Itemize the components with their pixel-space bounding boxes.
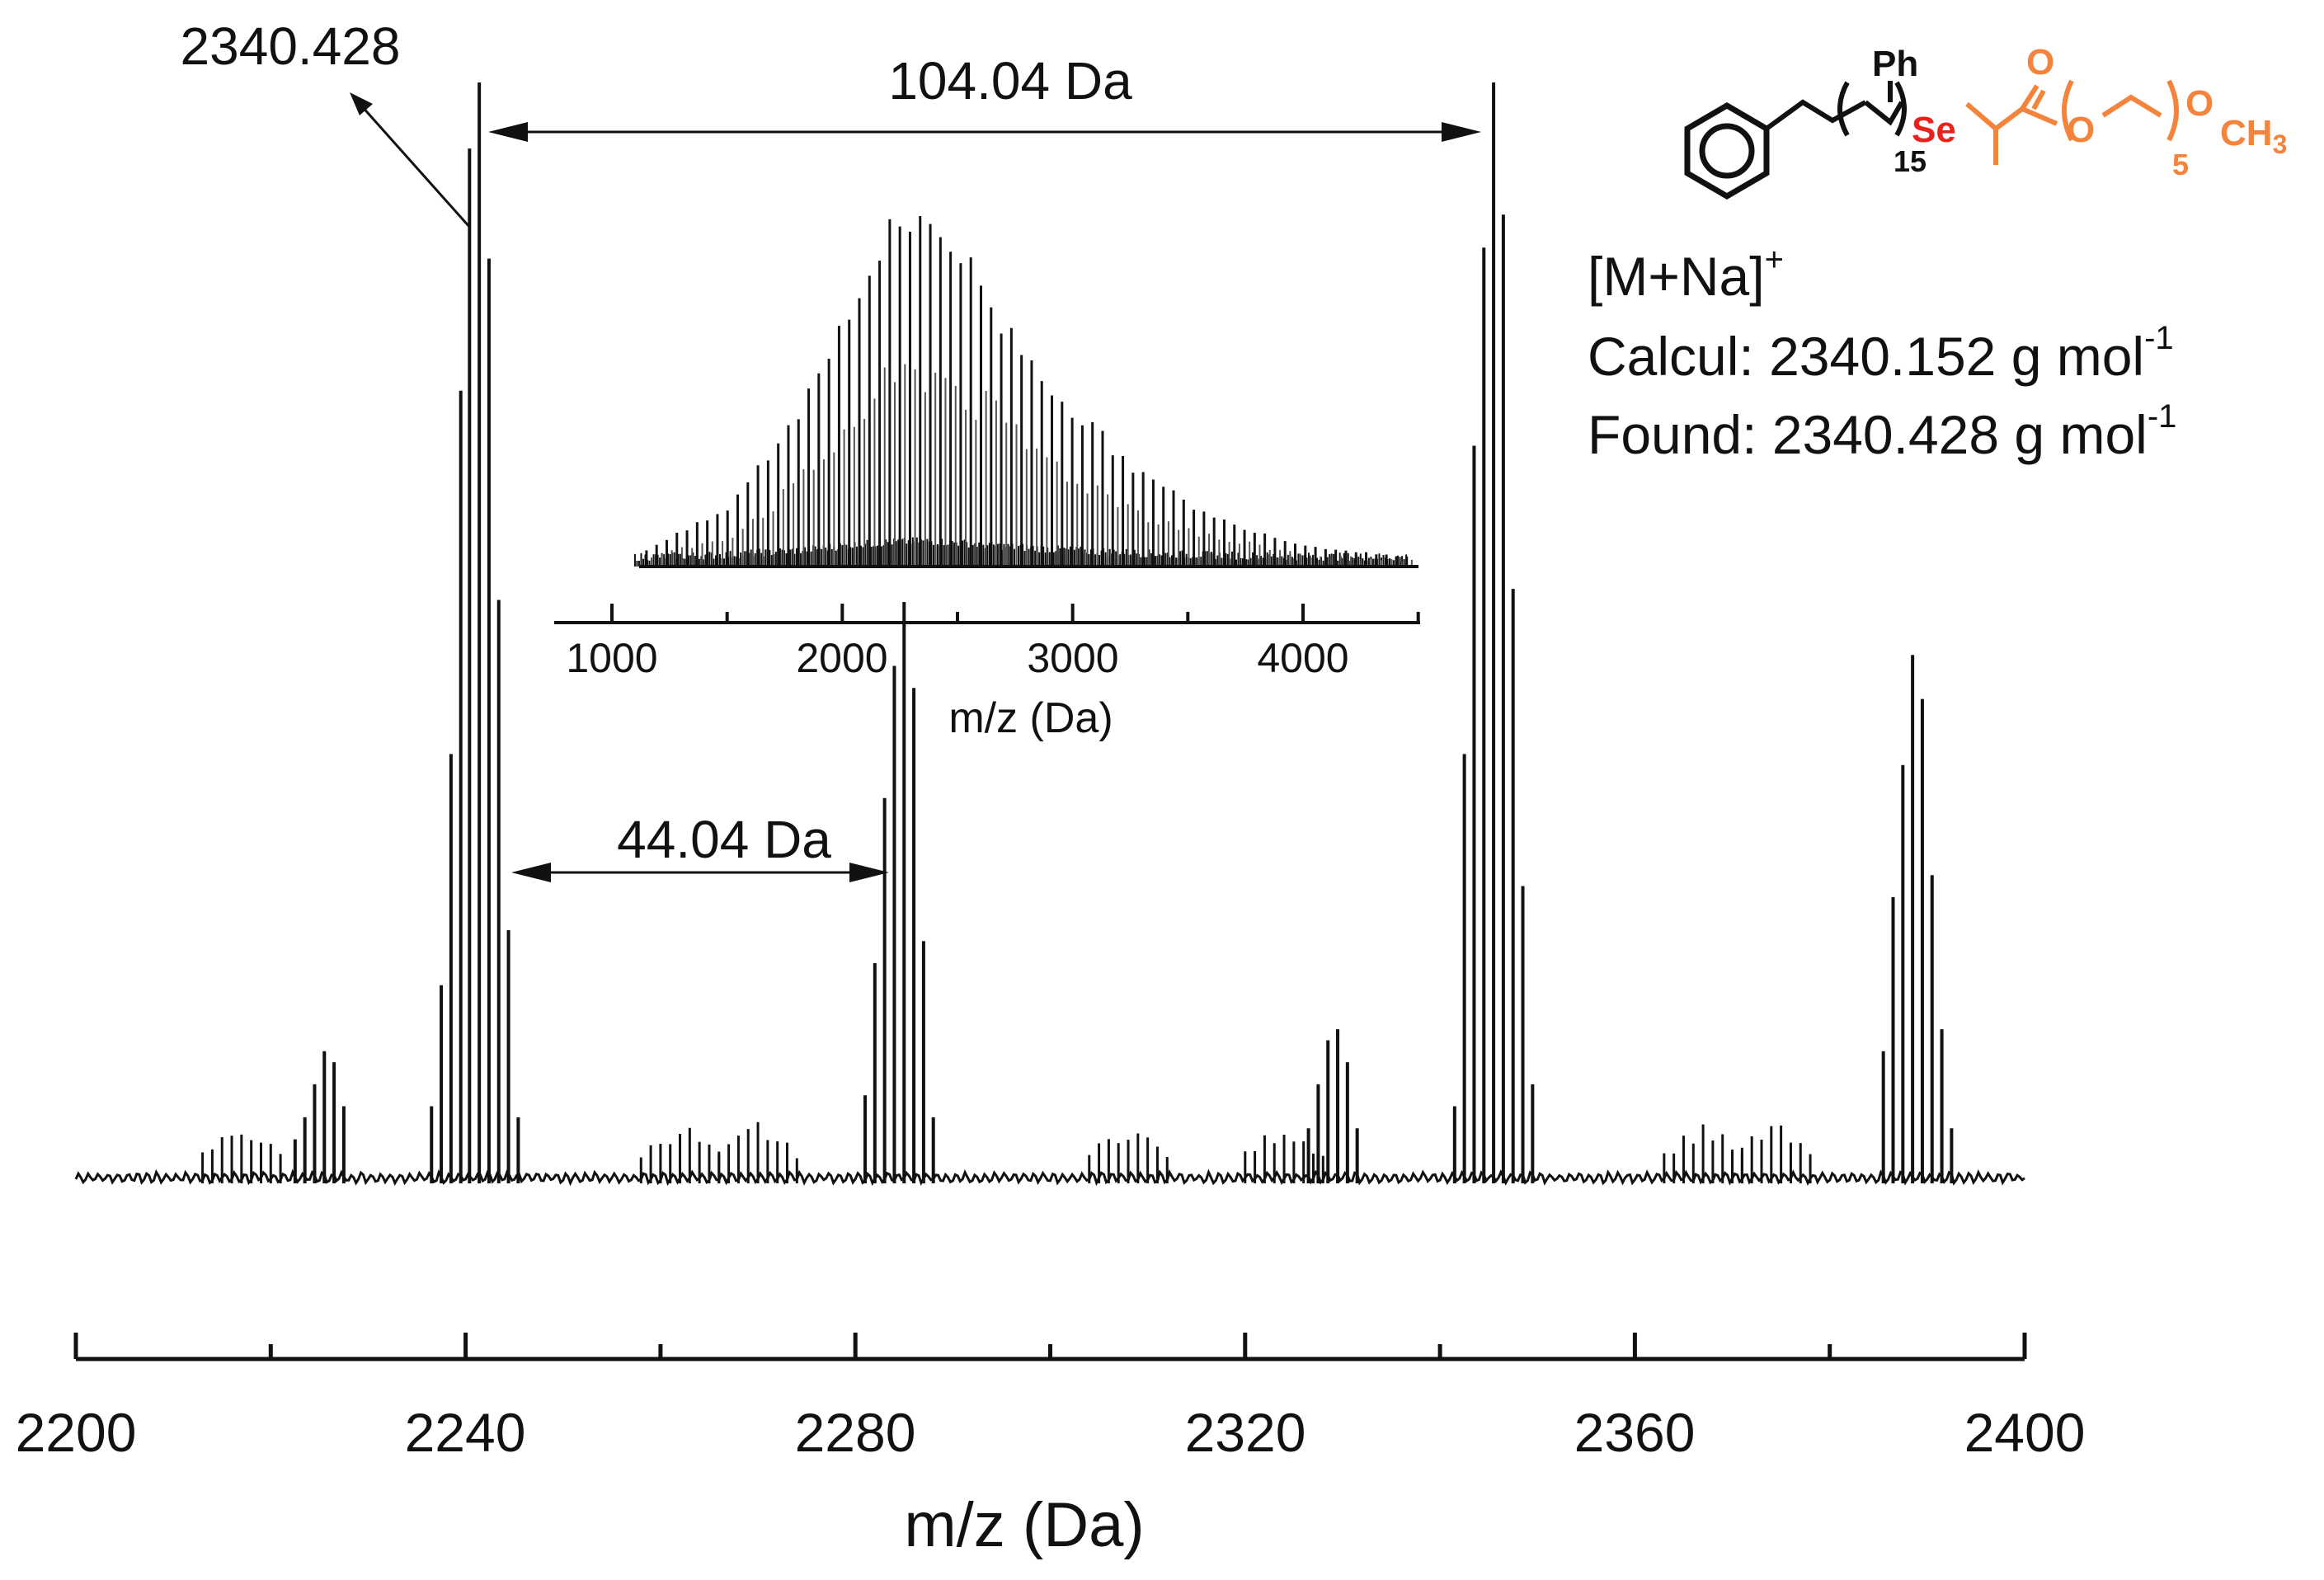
main-tick-label-2400: 2400	[1964, 1402, 2086, 1463]
annotations: 2340.428 104.04 Da 44.04 Da	[181, 16, 1481, 882]
repeat-unit-bonds	[1864, 100, 1904, 126]
inset-spectrum: 1000 2000 3000 4000 m/z (Da)	[544, 173, 1435, 742]
peg-repeat-count: 5	[2172, 148, 2189, 181]
chain-repeat-count: 15	[1894, 144, 1926, 178]
carbonyl-oxygen: O	[2026, 42, 2054, 82]
methyl-group: CH3	[2220, 113, 2287, 159]
terminal-oxygen: O	[2185, 83, 2213, 124]
inset-tick-label-4000: 4000	[1257, 635, 1348, 681]
repeat-bracket-open	[1837, 81, 1850, 137]
main-x-axis: 2200 2240 2280 2320 2360 2400 m/z (Da)	[16, 1333, 2086, 1560]
peak-pointer-arrowhead	[350, 92, 373, 115]
main-tick-label-2240: 2240	[405, 1402, 526, 1463]
inset-tick-label-2000: 2000	[796, 635, 887, 681]
peak-pointer-line	[360, 105, 472, 228]
chemical-structure: Ph 15 Se O O 5 O CH3	[1684, 42, 2287, 200]
ether-oxygen: O	[2067, 110, 2095, 150]
span-44-arrowhead-left	[511, 863, 551, 882]
main-x-axis-title: m/z (Da)	[904, 1490, 1144, 1560]
inset-x-ticks	[610, 604, 1420, 623]
mass-info: [M+Na]+ Calcul: 2340.152 g mol-1 Found: …	[1588, 242, 2176, 465]
main-tick-label-2360: 2360	[1574, 1402, 1696, 1463]
calculated-mass: Calcul: 2340.152 g mol-1	[1588, 320, 2174, 387]
span-44-arrowhead-right	[849, 863, 889, 882]
main-tick-label-2200: 2200	[16, 1402, 137, 1463]
alkyl-chain	[1765, 99, 1867, 131]
span-104-label: 104.04 Da	[888, 51, 1132, 111]
phenyl-ring	[1684, 101, 1770, 200]
found-mass: Found: 2340.428 g mol-1	[1588, 398, 2176, 465]
span-104-arrowhead-left	[488, 122, 528, 142]
inset-x-axis-title: m/z (Da)	[948, 694, 1113, 742]
ion-label: [M+Na]+	[1588, 242, 1784, 307]
inset-background	[544, 173, 1435, 602]
inset-tick-label-3000: 3000	[1027, 635, 1118, 681]
peak-value-label: 2340.428	[181, 16, 401, 76]
main-peaks	[201, 82, 1954, 1183]
span-44-label: 44.04 Da	[617, 810, 831, 869]
ph-label: Ph	[1872, 44, 1918, 84]
main-spectrum	[74, 82, 2025, 1187]
ester-bond	[2021, 106, 2058, 126]
main-tick-label-2320: 2320	[1185, 1402, 1306, 1463]
main-x-ticks	[73, 1333, 2027, 1359]
main-tick-label-2280: 2280	[795, 1402, 916, 1463]
repeat-bracket-close	[1894, 81, 1907, 137]
span-104-arrowhead-right	[1442, 122, 1481, 142]
main-baseline-noise	[74, 1169, 2025, 1187]
peg-ester	[1965, 79, 2179, 165]
inset-tick-label-1000: 1000	[566, 635, 657, 681]
selenium-label: Se	[1912, 110, 1956, 150]
